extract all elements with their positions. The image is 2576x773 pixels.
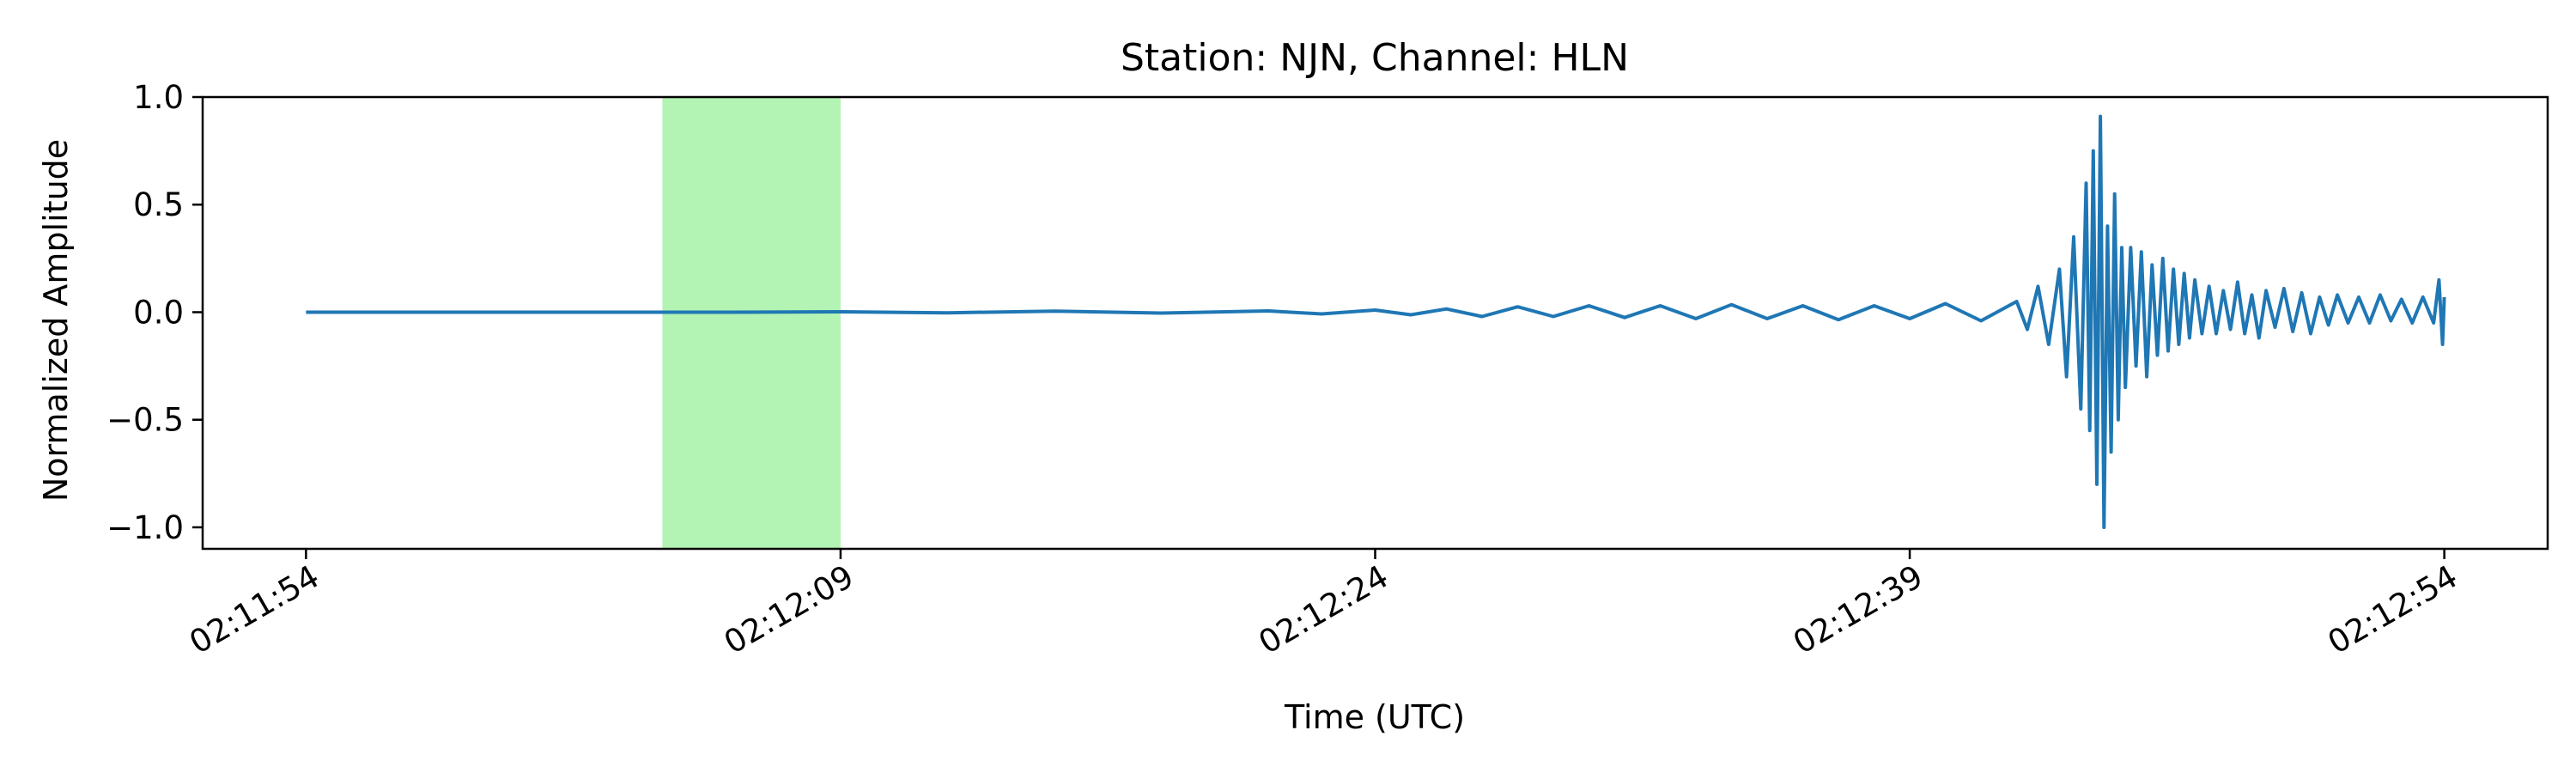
x-tick-label: 02:12:39 bbox=[1787, 558, 1929, 661]
y-tick-label: 1.0 bbox=[133, 79, 184, 116]
chart-title: Station: NJN, Channel: HLN bbox=[1121, 36, 1629, 80]
y-tick-label: 0.5 bbox=[133, 186, 184, 223]
plot-area: 1.0 0.5 0.0 −0.5 −1.0 02:11:54 02:12:09 02:12:2… bbox=[106, 79, 2549, 661]
x-tick-label: 02:12:09 bbox=[718, 558, 860, 661]
y-tick-label: −0.5 bbox=[106, 402, 184, 439]
x-tick-label: 02:11:54 bbox=[183, 558, 325, 661]
x-tick-label: 02:12:24 bbox=[1253, 558, 1394, 661]
x-tick-label: 02:12:54 bbox=[2322, 558, 2464, 661]
x-axis-label: Time (UTC) bbox=[1284, 698, 1465, 736]
waveform-line bbox=[306, 114, 2446, 529]
y-tick-label: 0.0 bbox=[133, 294, 184, 331]
y-axis-label: Normalized Amplitude bbox=[37, 139, 75, 502]
highlight-window bbox=[662, 97, 841, 549]
plot-frame bbox=[201, 95, 2549, 551]
y-tick-label: −1.0 bbox=[106, 509, 184, 546]
